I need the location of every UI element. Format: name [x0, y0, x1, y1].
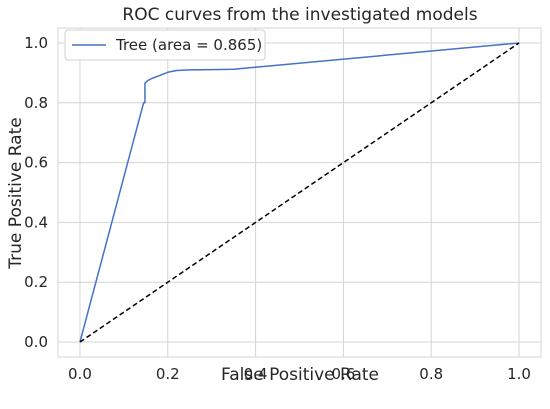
- x-tick-label: 0.6: [331, 365, 355, 383]
- x-tick-label: 0.4: [244, 365, 268, 383]
- y-axis-label: True Positive Rate: [6, 117, 26, 269]
- y-tick-label: 0.2: [24, 273, 48, 291]
- x-tick-labels: 0.0 0.2 0.4 0.6 0.8 1.0: [68, 365, 531, 383]
- legend: Tree (area = 0.865): [64, 29, 266, 61]
- y-tick-label: 0.8: [24, 94, 48, 112]
- chart-title: ROC curves from the investigated models: [122, 5, 477, 25]
- roc-curve-line: [79, 42, 520, 343]
- x-tick-label: 0.8: [419, 365, 443, 383]
- diagonal-reference-line: [79, 42, 520, 343]
- y-tick-label: 0.4: [24, 213, 48, 231]
- legend-box: [64, 29, 266, 61]
- y-tick-label: 0.6: [24, 154, 48, 172]
- x-axis-label: False Positive Rate: [221, 365, 379, 385]
- plot-frame: [57, 27, 542, 358]
- x-tick-label: 0.0: [68, 365, 92, 383]
- x-tick-label: 1.0: [507, 365, 531, 383]
- x-tick-label: 0.2: [156, 365, 180, 383]
- y-tick-label: 0.0: [24, 333, 48, 351]
- legend-label-tree: Tree (area = 0.865): [115, 36, 262, 54]
- y-tick-labels: 0.0 0.2 0.4 0.6 0.8 1.0: [24, 34, 48, 351]
- series-layer: [79, 42, 520, 343]
- y-tick-label: 1.0: [24, 34, 48, 52]
